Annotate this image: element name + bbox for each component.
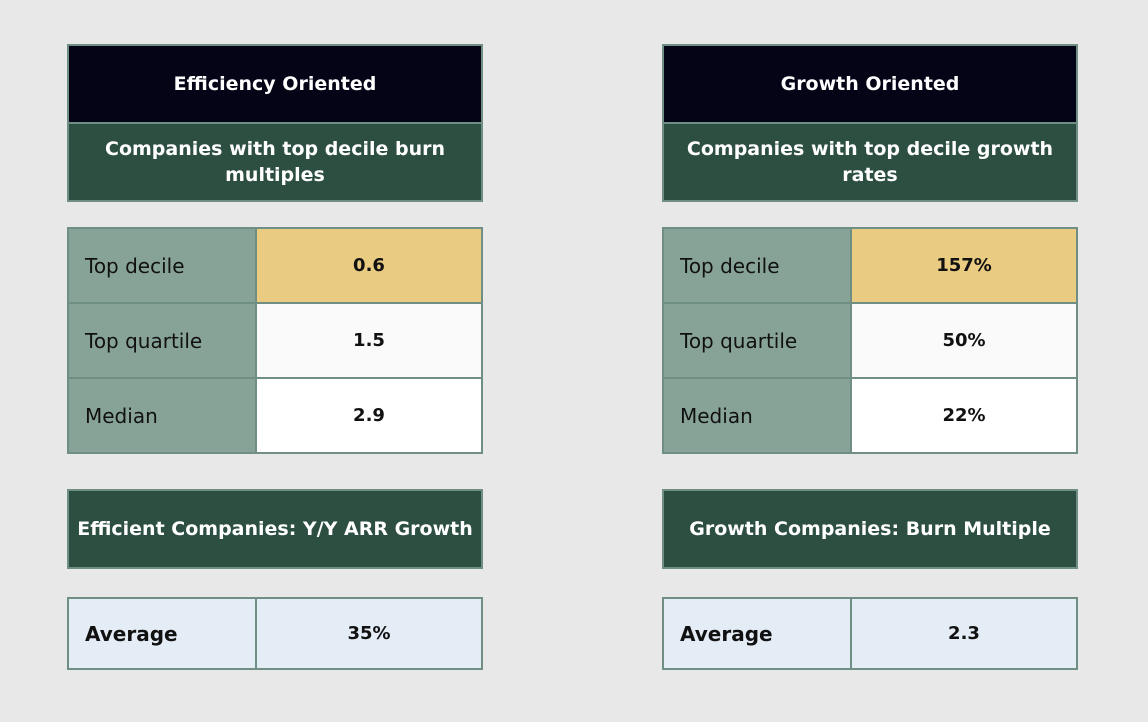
growth-panel: Growth Oriented Companies with top decil… bbox=[662, 0, 1078, 722]
efficiency-panel: Efficiency Oriented Companies with top d… bbox=[67, 0, 483, 722]
stat-value-median: 2.9 bbox=[257, 379, 481, 452]
growth-subtitle: Companies with top decile growth rates bbox=[662, 122, 1078, 202]
stat-value-top-quartile: 50% bbox=[852, 304, 1076, 377]
efficiency-average-row: Average 35% bbox=[67, 597, 483, 670]
growth-section-title: Growth Companies: Burn Multiple bbox=[662, 489, 1078, 569]
average-label: Average bbox=[664, 599, 850, 668]
average-label: Average bbox=[69, 599, 255, 668]
stat-label-median: Median bbox=[664, 379, 850, 452]
efficiency-section-title: Efficient Companies: Y/Y ARR Growth bbox=[67, 489, 483, 569]
stat-value-top-decile: 157% bbox=[852, 229, 1076, 302]
growth-stats-table: Top decile 157% Top quartile 50% Median … bbox=[662, 227, 1078, 454]
stat-label-median: Median bbox=[69, 379, 255, 452]
stat-value-top-quartile: 1.5 bbox=[257, 304, 481, 377]
average-value: 35% bbox=[257, 599, 481, 668]
efficiency-title: Efficiency Oriented bbox=[67, 44, 483, 124]
stat-value-median: 22% bbox=[852, 379, 1076, 452]
efficiency-stats-table: Top decile 0.6 Top quartile 1.5 Median 2… bbox=[67, 227, 483, 454]
growth-title: Growth Oriented bbox=[662, 44, 1078, 124]
stat-label-top-quartile: Top quartile bbox=[69, 304, 255, 377]
growth-average-row: Average 2.3 bbox=[662, 597, 1078, 670]
average-value: 2.3 bbox=[852, 599, 1076, 668]
stat-value-top-decile: 0.6 bbox=[257, 229, 481, 302]
stat-label-top-decile: Top decile bbox=[69, 229, 255, 302]
efficiency-subtitle: Companies with top decile burn multiples bbox=[67, 122, 483, 202]
stat-label-top-quartile: Top quartile bbox=[664, 304, 850, 377]
stat-label-top-decile: Top decile bbox=[664, 229, 850, 302]
